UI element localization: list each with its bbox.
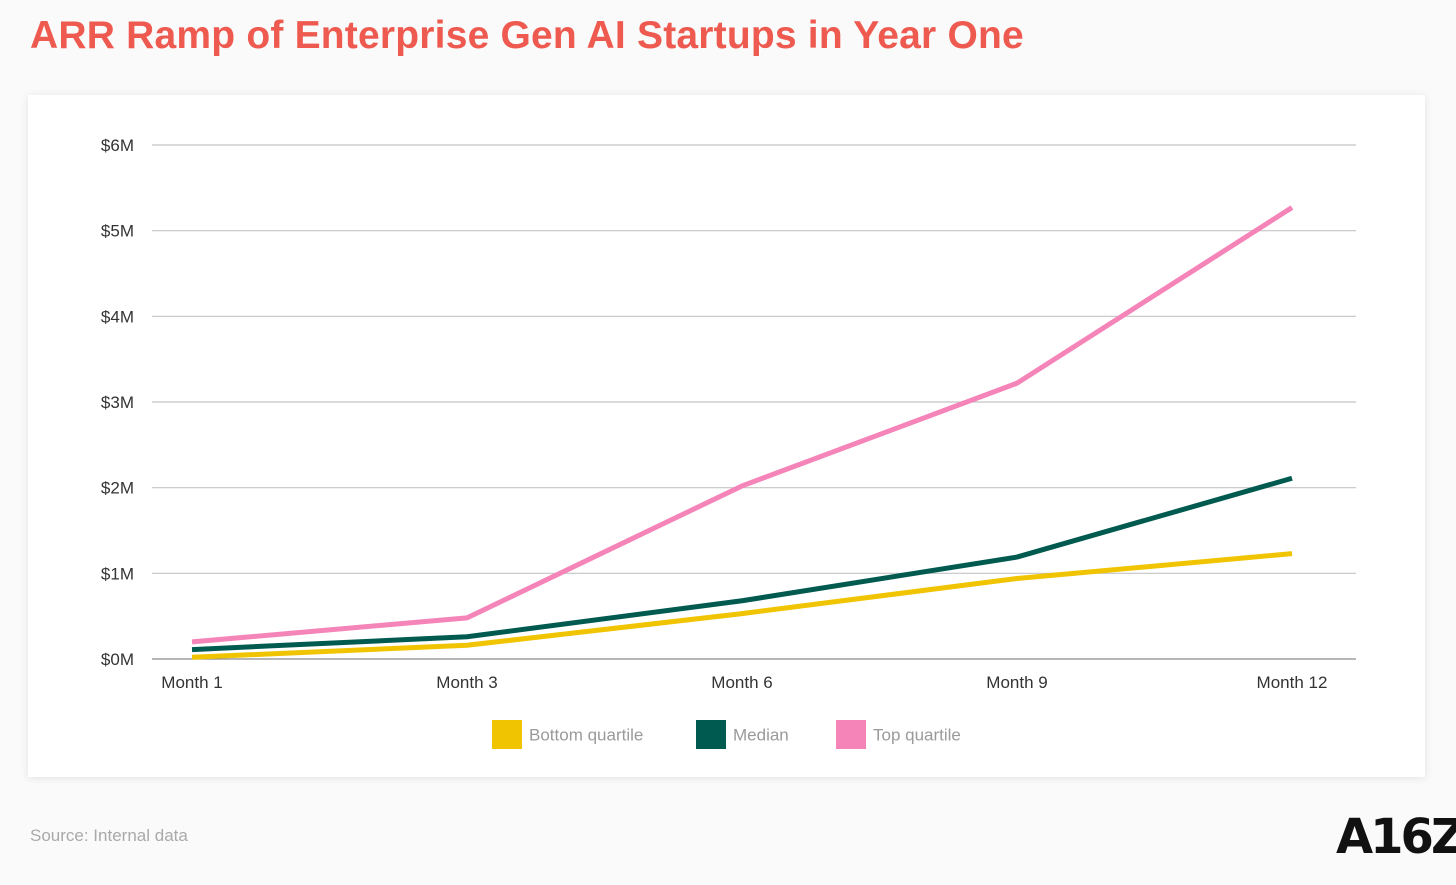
y-tick-label: $4M: [101, 307, 134, 326]
legend-label: Bottom quartile: [529, 726, 643, 745]
x-tick-label: Month 3: [436, 673, 497, 692]
series-line-median: [191, 475, 1293, 653]
x-tick-label: Month 1: [161, 673, 222, 692]
chart-card: [28, 95, 1425, 777]
legend-item-bottom-quartile: Bottom quartile: [492, 720, 643, 749]
x-tick-label: Month 12: [1257, 673, 1328, 692]
y-tick-label: $2M: [101, 479, 134, 498]
y-tick-label: $3M: [101, 393, 134, 412]
y-axis-ticks: $0M $1M $2M $3M $4M $5M $6M: [101, 136, 134, 669]
x-tick-label: Month 6: [711, 673, 772, 692]
y-tick-label: $0M: [101, 650, 134, 669]
legend-swatch: [696, 720, 726, 749]
y-tick-label: $6M: [101, 136, 134, 155]
legend-item-median: Median: [696, 720, 789, 749]
x-axis-ticks: Month 1 Month 3 Month 6 Month 9 Month 12: [161, 673, 1327, 692]
x-tick-label: Month 9: [986, 673, 1047, 692]
legend: Bottom quartile Median Top quartile: [492, 720, 961, 749]
legend-swatch: [836, 720, 866, 749]
y-tick-label: $1M: [101, 564, 134, 583]
series-line-top-quartile: [191, 205, 1294, 645]
y-tick-label: $5M: [101, 222, 134, 241]
legend-label: Median: [733, 726, 789, 745]
legend-item-top-quartile: Top quartile: [836, 720, 961, 749]
legend-swatch: [492, 720, 522, 749]
gridlines: [152, 144, 1356, 660]
a16z-logo: A16Z: [1336, 809, 1456, 865]
legend-label: Top quartile: [873, 726, 961, 745]
source-note: Source: Internal data: [30, 826, 188, 845]
series-lines: [191, 205, 1294, 660]
page-title: ARR Ramp of Enterprise Gen AI Startups i…: [30, 14, 1024, 57]
